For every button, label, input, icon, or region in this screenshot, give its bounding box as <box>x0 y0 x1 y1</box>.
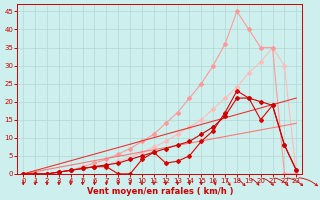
X-axis label: Vent moyen/en rafales ( km/h ): Vent moyen/en rafales ( km/h ) <box>86 187 233 196</box>
